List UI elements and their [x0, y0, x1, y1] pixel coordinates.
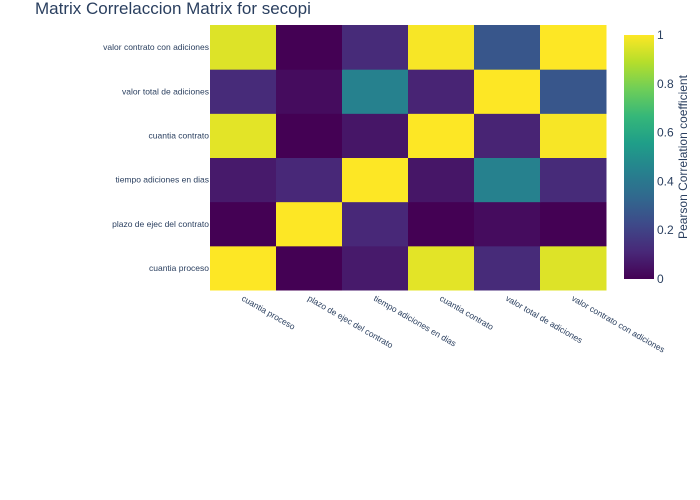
heatmap-cell — [210, 245, 277, 291]
heatmap-cell — [474, 25, 541, 70]
colorbar-tick-label: 0.2 — [657, 223, 674, 237]
heatmap-cell — [276, 245, 343, 291]
heatmap-cell — [342, 113, 409, 158]
heatmap-cell — [210, 25, 277, 70]
heatmap-cell — [408, 201, 475, 247]
heatmap-cell — [540, 201, 607, 247]
heatmap-cell — [540, 245, 607, 291]
heatmap-cell — [474, 201, 541, 247]
heatmap-cell — [276, 69, 343, 114]
y-tick-label: cuantia proceso — [149, 263, 209, 273]
heatmap-cell — [408, 25, 475, 70]
heatmap-cell — [342, 157, 409, 203]
heatmap-cell — [276, 25, 343, 70]
heatmap-cell — [474, 245, 541, 291]
x-axis-ticks: cuantia proceso plazo de ejec del contrat… — [240, 293, 667, 355]
colorbar-title: Pearson Correlation coefficient — [676, 74, 690, 239]
heatmap-cell — [408, 157, 475, 203]
y-axis-ticks: cuantia proceso plazo de ejec del contrat… — [103, 42, 209, 273]
heatmap-cell — [474, 113, 541, 158]
colorbar-ticks: 0 0.2 0.4 0.6 0.8 1 — [657, 28, 674, 286]
heatmap-cell — [210, 201, 277, 247]
colorbar-tick-label: 1 — [657, 28, 664, 42]
y-tick-label: valor total de adiciones — [122, 86, 209, 96]
y-tick-label: cuantia contrato — [149, 130, 210, 140]
heatmap-cell — [210, 69, 277, 114]
y-tick-label: tiempo adiciones en dias — [115, 175, 209, 185]
x-tick-label: valor contrato con adiciones — [570, 293, 667, 355]
heatmap-cell — [474, 69, 541, 114]
chart-title: Matrix Correlaccion Matrix for secopi — [35, 0, 311, 18]
heatmap-cell — [276, 201, 343, 247]
colorbar-tick-label: 0 — [657, 272, 664, 286]
y-tick-label: plazo de ejec del contrato — [112, 219, 209, 229]
heatmap-cell — [540, 25, 607, 70]
heatmap-cell — [408, 69, 475, 114]
heatmap-cell — [210, 113, 277, 158]
heatmap-cell — [342, 25, 409, 70]
x-tick-label: cuantia contrato — [438, 293, 496, 332]
heatmap-cell — [210, 157, 277, 203]
colorbar: 0 0.2 0.4 0.6 0.8 1 Pearson Correlation coeff… — [624, 28, 690, 286]
heatmap-cells — [210, 25, 607, 291]
heatmap-cell — [408, 245, 475, 291]
colorbar-tick-label: 0.8 — [657, 77, 674, 91]
heatmap-cell — [474, 157, 541, 203]
y-tick-label: valor contrato con adiciones — [103, 42, 209, 52]
colorbar-tick-label: 0.6 — [657, 126, 674, 140]
heatmap-cell — [540, 69, 607, 114]
x-tick-label: cuantia proceso — [240, 293, 297, 332]
heatmap-cell — [276, 157, 343, 203]
heatmap-cell — [276, 113, 343, 158]
colorbar-tick-label: 0.4 — [657, 174, 674, 188]
heatmap-cell — [540, 157, 607, 203]
heatmap-cell — [540, 113, 607, 158]
colorbar-bar — [624, 35, 654, 279]
heatmap-cell — [342, 201, 409, 247]
heatmap-cell — [342, 69, 409, 114]
heatmap-cell — [342, 245, 409, 291]
heatmap-cell — [408, 113, 475, 158]
